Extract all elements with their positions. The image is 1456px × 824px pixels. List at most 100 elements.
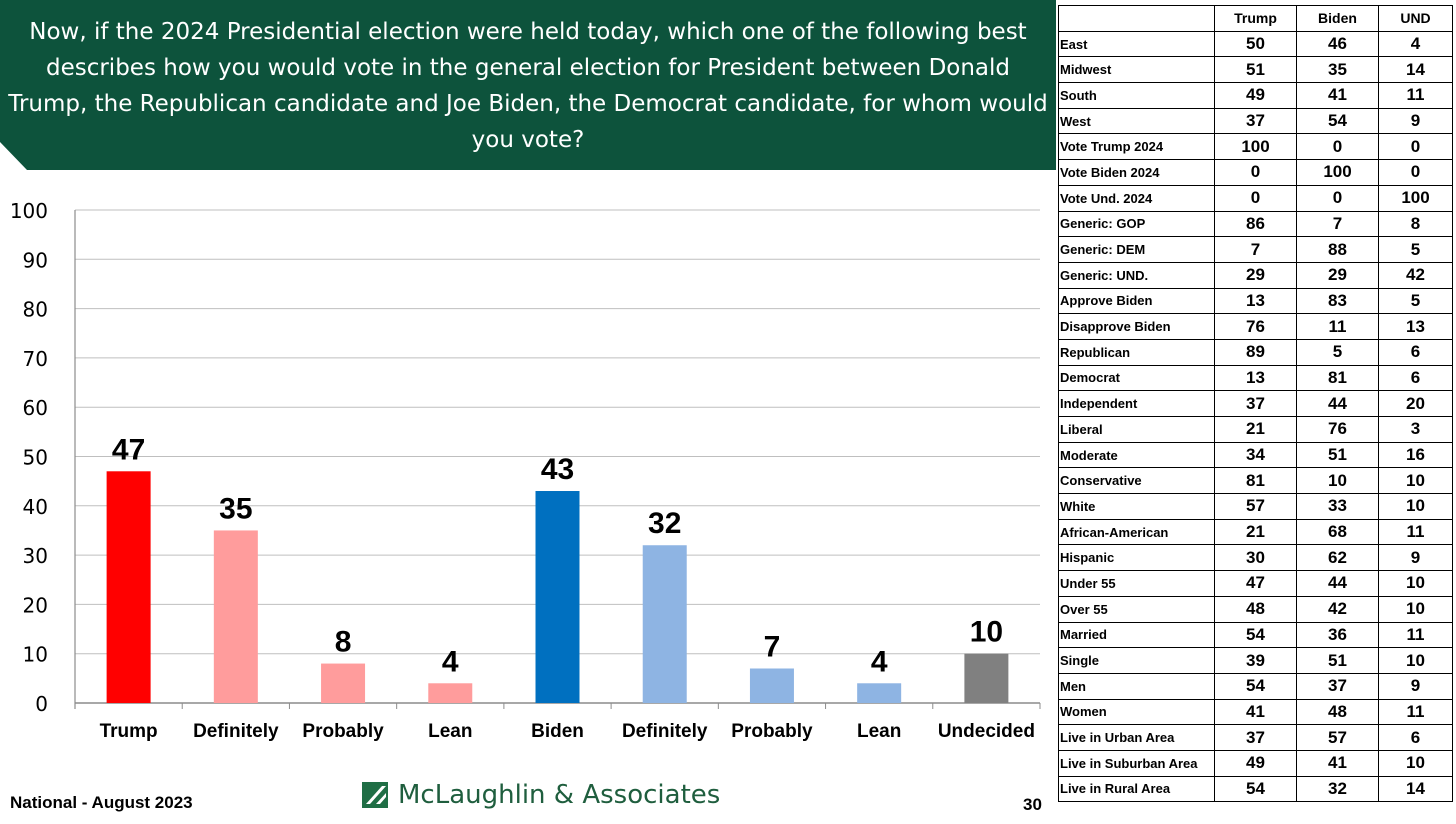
table-row-label: Live in Suburban Area: [1058, 749, 1215, 777]
bar-value-label: 10: [970, 616, 1003, 649]
table-cell-trump: 37: [1214, 724, 1297, 751]
table-cell-trump: 76: [1214, 313, 1297, 340]
table-row: Hispanic 30 62 9: [1058, 544, 1453, 572]
table-cell-und: 10: [1378, 570, 1453, 597]
table-cell-biden: 81: [1296, 364, 1379, 392]
table-cell-trump: 86: [1214, 210, 1297, 238]
table-cell-biden: 48: [1296, 698, 1379, 726]
table-cell-biden: 44: [1296, 390, 1379, 417]
table-row: Generic: GOP 86 7 8: [1058, 210, 1453, 238]
brand-logo: McLaughlin & Associates: [362, 780, 720, 810]
table-cell-trump: 51: [1214, 56, 1297, 84]
table-cell-trump: 100: [1214, 133, 1297, 161]
table-cell-trump: 30: [1214, 544, 1297, 572]
table-cell-und: 10: [1378, 595, 1453, 623]
table-row: Approve Biden 13 83 5: [1058, 287, 1453, 315]
y-tick-label: 40: [23, 495, 48, 519]
table-body: East 50 46 4 Midwest 51 35 14 South 49 41 11 West 37 5…: [1058, 30, 1453, 803]
bar: [213, 530, 258, 703]
table-row-label: Generic: GOP: [1058, 210, 1215, 238]
table-cell-biden: 35: [1296, 56, 1379, 84]
bar-value-label: 4: [871, 645, 888, 678]
table-cell-biden: 76: [1296, 416, 1379, 443]
y-tick-label: 90: [23, 248, 48, 272]
table-cell-trump: 13: [1214, 364, 1297, 392]
table-row-label: Under 55: [1058, 570, 1215, 597]
table-cell-biden: 10: [1296, 467, 1379, 495]
bar: [964, 653, 1009, 703]
table-cell-biden: 54: [1296, 107, 1379, 135]
x-category-label: Trump: [100, 721, 158, 742]
table-cell-und: 6: [1378, 364, 1453, 392]
table-row: Midwest 51 35 14: [1058, 56, 1453, 84]
bar: [857, 683, 902, 703]
table-row: Conservative 81 10 10: [1058, 467, 1453, 495]
table-cell-biden: 51: [1296, 441, 1379, 469]
y-tick-label: 0: [35, 692, 48, 716]
table-cell-und: 6: [1378, 724, 1453, 751]
table-cell-und: 0: [1378, 133, 1453, 161]
table-cell-und: 8: [1378, 210, 1453, 238]
table-row: Liberal 21 76 3: [1058, 416, 1453, 443]
y-tick-label: 20: [23, 593, 48, 617]
table-cell-trump: 29: [1214, 261, 1297, 289]
table-cell-biden: 57: [1296, 724, 1379, 751]
bar: [428, 683, 473, 703]
table-cell-und: 11: [1378, 698, 1453, 726]
table-cell-trump: 81: [1214, 467, 1297, 495]
table-row: Democrat 13 81 6: [1058, 364, 1453, 392]
table-header-biden: Biden: [1296, 5, 1379, 32]
chart-bars: [106, 471, 1009, 703]
table-cell-und: 4: [1378, 30, 1453, 58]
table-row-label: Over 55: [1058, 595, 1215, 623]
bar-value-label: 32: [648, 507, 681, 540]
table-header-und: UND: [1378, 5, 1453, 32]
table-cell-trump: 47: [1214, 570, 1297, 597]
table-cell-trump: 54: [1214, 621, 1297, 649]
table-row: Independent 37 44 20: [1058, 390, 1453, 417]
table-cell-biden: 46: [1296, 30, 1379, 58]
table-cell-trump: 57: [1214, 493, 1297, 520]
brand-name: McLaughlin & Associates: [398, 780, 721, 810]
table-cell-biden: 62: [1296, 544, 1379, 572]
x-category-label: Biden: [531, 721, 584, 742]
table-row-label: African-American: [1058, 518, 1215, 546]
table-cell-trump: 37: [1214, 107, 1297, 135]
table-header-blank: [1058, 5, 1215, 32]
table-cell-biden: 88: [1296, 236, 1379, 263]
table-cell-biden: 37: [1296, 672, 1379, 700]
table-cell-biden: 0: [1296, 184, 1379, 212]
table-cell-biden: 83: [1296, 287, 1379, 315]
table-cell-und: 10: [1378, 749, 1453, 777]
table-row-label: Women: [1058, 698, 1215, 726]
table-cell-trump: 49: [1214, 749, 1297, 777]
table-row: Married 54 36 11: [1058, 621, 1453, 649]
table-cell-biden: 51: [1296, 647, 1379, 674]
bar-value-label: 4: [442, 645, 459, 678]
table-cell-trump: 50: [1214, 30, 1297, 58]
table-row-label: Independent: [1058, 390, 1215, 417]
bar: [642, 545, 687, 703]
table-row-label: Midwest: [1058, 56, 1215, 84]
table-cell-trump: 49: [1214, 82, 1297, 109]
table-cell-und: 5: [1378, 236, 1453, 263]
table-row: African-American 21 68 11: [1058, 518, 1453, 546]
table-cell-und: 10: [1378, 493, 1453, 520]
table-cell-trump: 48: [1214, 595, 1297, 623]
table-row-label: Vote Biden 2024: [1058, 159, 1215, 186]
vote-bar-chart: 0 10 20 30 40 50 60 70 80 90 100 47 35 8 4 43 32 7 4 10 Tr…: [10, 199, 1041, 742]
table-row-label: Moderate: [1058, 441, 1215, 469]
table-cell-trump: 21: [1214, 518, 1297, 546]
table-row-label: Republican: [1058, 338, 1215, 366]
table-cell-biden: 42: [1296, 595, 1379, 623]
table-row: Live in Urban Area 37 57 6: [1058, 724, 1453, 751]
x-category-label: Probably: [302, 721, 384, 742]
table-cell-biden: 44: [1296, 570, 1379, 597]
table-row-label: Democrat: [1058, 364, 1215, 392]
table-cell-biden: 11: [1296, 313, 1379, 340]
table-cell-und: 14: [1378, 775, 1453, 803]
table-row: East 50 46 4: [1058, 30, 1453, 58]
table-row: White 57 33 10: [1058, 493, 1453, 520]
x-category-label: Lean: [857, 721, 901, 742]
table-cell-und: 6: [1378, 338, 1453, 366]
